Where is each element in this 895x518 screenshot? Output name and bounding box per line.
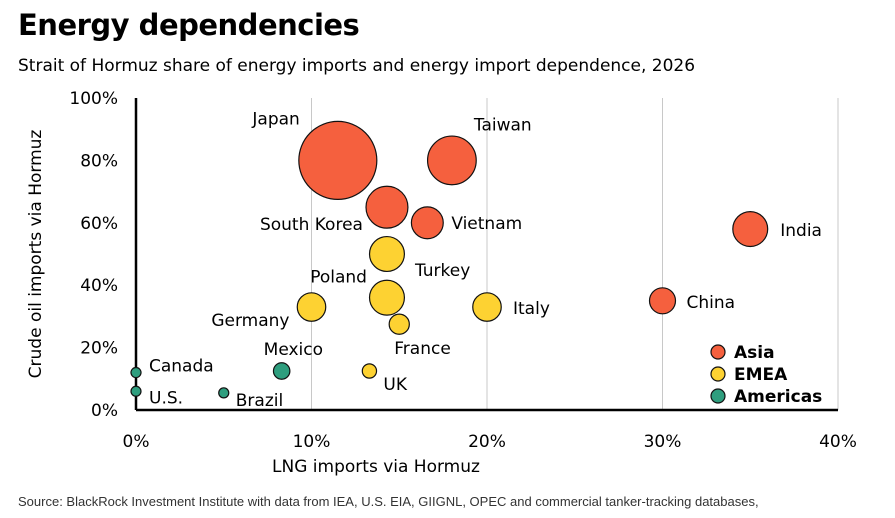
bubble-mexico bbox=[272, 362, 291, 380]
label-layer: Japan Taiwan South Korea Vietnam India China T… bbox=[149, 109, 822, 410]
point-label: Germany bbox=[211, 311, 289, 331]
point-label: U.S. bbox=[149, 388, 183, 408]
point-label: Taiwan bbox=[473, 115, 532, 135]
point-label: India bbox=[780, 221, 822, 241]
bubble-japan bbox=[298, 120, 378, 200]
bubble-india bbox=[732, 210, 769, 248]
chart-title: Energy dependencies bbox=[18, 8, 360, 42]
bubble-chart: 0% 10% 20% 30% 40% 0% 20% 40% 60% 80% 100% Japan Ta… bbox=[26, 89, 857, 477]
legend-swatch bbox=[710, 344, 726, 360]
y-tick-label: 40% bbox=[80, 276, 118, 296]
point-label: Canada bbox=[149, 357, 214, 377]
legend-label: EMEA bbox=[734, 365, 788, 385]
x-tick-label: 0% bbox=[123, 432, 150, 452]
axis-layer: 0% 10% 20% 30% 40% 0% 20% 40% 60% 80% 100% bbox=[69, 89, 857, 452]
point-label: Mexico bbox=[264, 340, 323, 360]
point-label: Japan bbox=[251, 109, 299, 129]
bubble-south-korea bbox=[365, 185, 409, 229]
y-tick-label: 0% bbox=[91, 401, 118, 421]
bubble-poland bbox=[368, 279, 406, 316]
source-note: Source: BlackRock Investment Institute w… bbox=[18, 494, 759, 509]
chart-subtitle: Strait of Hormuz share of energy imports… bbox=[18, 56, 696, 76]
x-tick-label: 30% bbox=[644, 432, 682, 452]
point-label: UK bbox=[383, 375, 407, 395]
point-label: South Korea bbox=[260, 215, 363, 235]
legend-label: Asia bbox=[734, 343, 775, 363]
point-label: Italy bbox=[513, 299, 550, 319]
y-tick-label: 20% bbox=[80, 339, 118, 359]
point-label: Vietnam bbox=[451, 214, 522, 234]
bubble-brazil bbox=[218, 387, 230, 399]
point-label: China bbox=[687, 293, 736, 313]
bubble-layer bbox=[130, 120, 769, 399]
bubble-germany bbox=[296, 292, 327, 322]
bubble-france bbox=[388, 313, 410, 335]
point-label: Poland bbox=[310, 268, 367, 288]
legend-swatch bbox=[710, 388, 726, 404]
x-tick-label: 10% bbox=[293, 432, 331, 452]
bubble-turkey bbox=[368, 235, 406, 273]
legend-swatch bbox=[710, 366, 726, 382]
y-tick-label: 80% bbox=[80, 151, 118, 171]
bubble-china bbox=[648, 287, 677, 315]
point-label: France bbox=[394, 339, 451, 359]
x-axis-title: LNG imports via Hormuz bbox=[272, 457, 480, 477]
bubble-u-s bbox=[130, 385, 142, 397]
bubble-italy bbox=[472, 292, 502, 322]
point-label: Brazil bbox=[236, 391, 283, 411]
bubble-canada bbox=[130, 366, 142, 379]
x-tick-label: 40% bbox=[819, 432, 857, 452]
y-tick-label: 60% bbox=[80, 214, 118, 234]
y-axis-title: Crude oil imports via Hormuz bbox=[26, 130, 46, 379]
bubble-uk bbox=[361, 363, 378, 379]
bubble-vietnam bbox=[410, 206, 444, 240]
y-tick-label: 100% bbox=[69, 89, 118, 109]
x-tick-label: 20% bbox=[468, 432, 506, 452]
legend-label: Americas bbox=[734, 387, 822, 407]
point-label: Turkey bbox=[414, 261, 470, 281]
bubble-taiwan bbox=[426, 135, 477, 186]
